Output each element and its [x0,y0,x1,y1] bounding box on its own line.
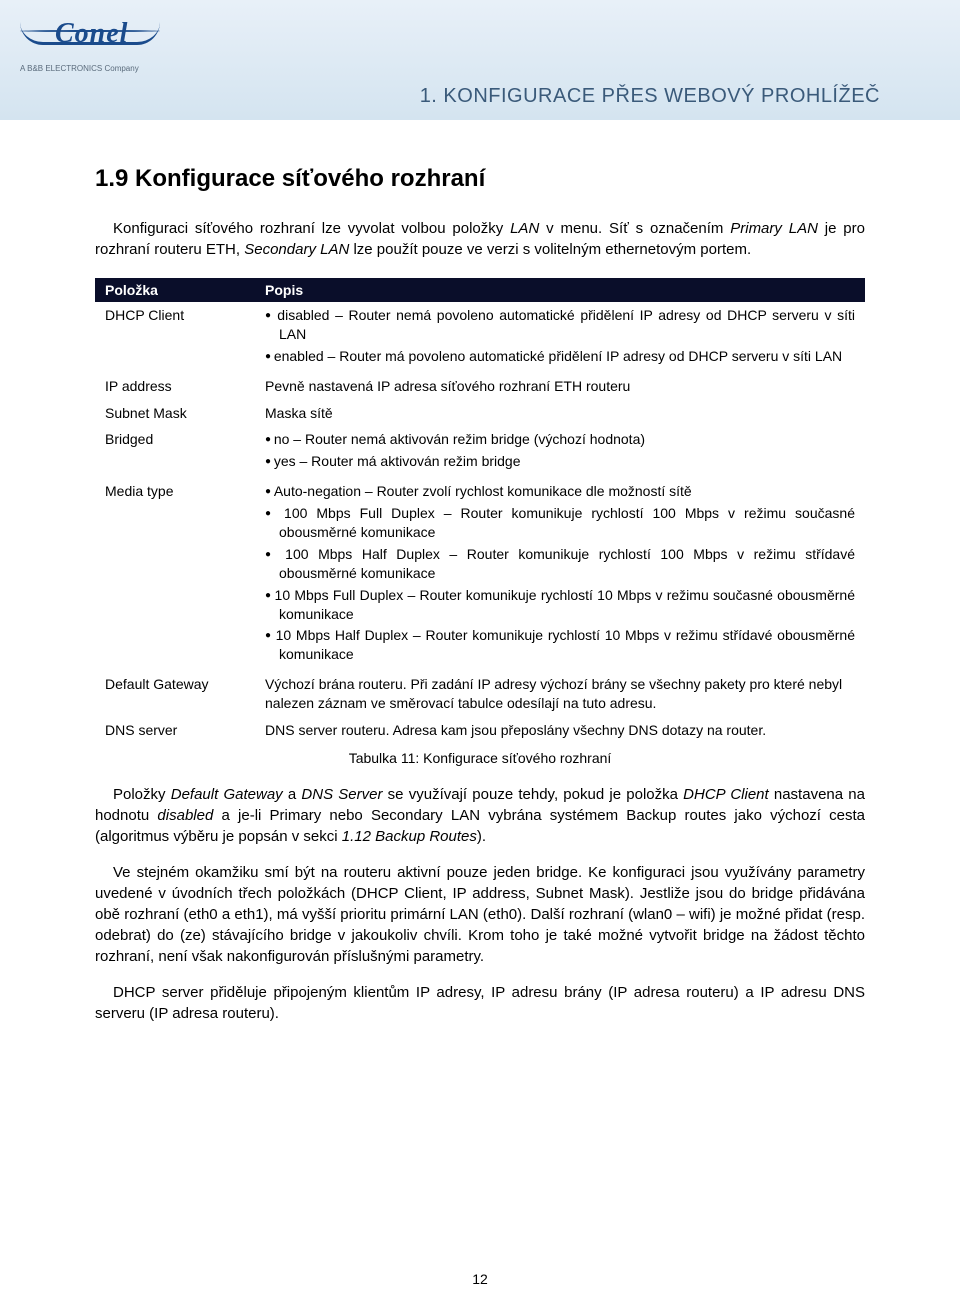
table-head-desc: Popis [255,278,865,302]
table-row: Media type Auto-negation – Router zvolí r… [95,478,865,671]
text: Konfiguraci síťového rozhraní lze vyvola… [113,220,510,237]
page-number: 12 [0,1271,960,1287]
bullet-item: yes – Router má aktivován režim bridge [265,452,855,471]
italic-text: disabled [157,807,213,824]
bullet-item: 100 Mbps Half Duplex – Router komunikuje… [265,545,855,583]
table-cell-desc: disabled – Router nemá povoleno automati… [255,302,865,373]
header-band: Conel A B&B ELECTRONICS Company 1. KONFI… [0,0,960,120]
table-cell-desc: Pevně nastavená IP adresa síťového rozhr… [255,373,865,400]
table-cell-desc: Výchozí brána routeru. Při zadání IP adr… [255,671,865,717]
body-paragraph: DHCP server přiděluje připojeným klientů… [95,982,865,1024]
bullet-item: disabled – Router nemá povoleno automati… [265,306,855,344]
table-cell-desc: Auto-negation – Router zvolí rychlost ko… [255,478,865,671]
config-table: Položka Popis DHCP Client disabled – Rout… [95,278,865,744]
table-cell-key: Media type [95,478,255,671]
bullet-item: 10 Mbps Half Duplex – Router komunikuje … [265,626,855,664]
table-caption: Tabulka 11: Konfigurace síťového rozhran… [95,750,865,766]
text: lze použít pouze ve verzi s volitelným e… [349,241,751,258]
body-paragraph: Ve stejném okamžiku smí být na routeru a… [95,862,865,967]
chapter-title: 1. KONFIGURACE PŘES WEBOVÝ PROHLÍŽEČ [420,85,880,108]
italic-text: Default Gateway [171,786,283,803]
italic-text: DHCP Client [683,786,769,803]
table-cell-desc: DNS server routeru. Adresa kam jsou přep… [255,717,865,744]
bullet-item: enabled – Router má povoleno automatické… [265,347,855,366]
table-cell-key: Default Gateway [95,671,255,717]
italic-text: Primary LAN [730,220,818,237]
table-row: DNS serverDNS server routeru. Adresa kam… [95,717,865,744]
section-heading: 1.9 Konfigurace síťového rozhraní [95,165,865,193]
italic-text: LAN [510,220,539,237]
logo: Conel [20,12,160,57]
italic-text: Secondary LAN [244,241,349,258]
bullet-item: no – Router nemá aktivován režim bridge … [265,430,855,449]
table-cell-key: IP address [95,373,255,400]
bullet-item: 10 Mbps Full Duplex – Router komunikuje … [265,586,855,624]
text: v menu. Síť s označením [539,220,730,237]
table-row: IP addressPevně nastavená IP adresa síťo… [95,373,865,400]
bullet-item: Auto-negation – Router zvolí rychlost ko… [265,482,855,501]
table-cell-key: Bridged [95,426,255,478]
table-cell-key: Subnet Mask [95,400,255,427]
table-cell-desc: no – Router nemá aktivován režim bridge … [255,426,865,478]
table-cell-key: DNS server [95,717,255,744]
logo-subtitle: A B&B ELECTRONICS Company [20,64,139,73]
table-row: DHCP Client disabled – Router nemá povole… [95,302,865,373]
table-cell-key: DHCP Client [95,302,255,373]
table-row: Default GatewayVýchozí brána routeru. Př… [95,671,865,717]
bullet-item: 100 Mbps Full Duplex – Router komunikuje… [265,504,855,542]
italic-text: DNS Server [301,786,382,803]
table-row: Bridged no – Router nemá aktivován režim … [95,426,865,478]
table-head-key: Položka [95,278,255,302]
table-cell-desc: Maska sítě [255,400,865,427]
table-row: Subnet MaskMaska sítě [95,400,865,427]
intro-paragraph: Konfiguraci síťového rozhraní lze vyvola… [95,218,865,260]
italic-text: 1.12 Backup Routes [342,828,477,845]
body-paragraph: Položky Default Gateway a DNS Server se … [95,784,865,847]
logo-text: Conel [55,18,128,50]
